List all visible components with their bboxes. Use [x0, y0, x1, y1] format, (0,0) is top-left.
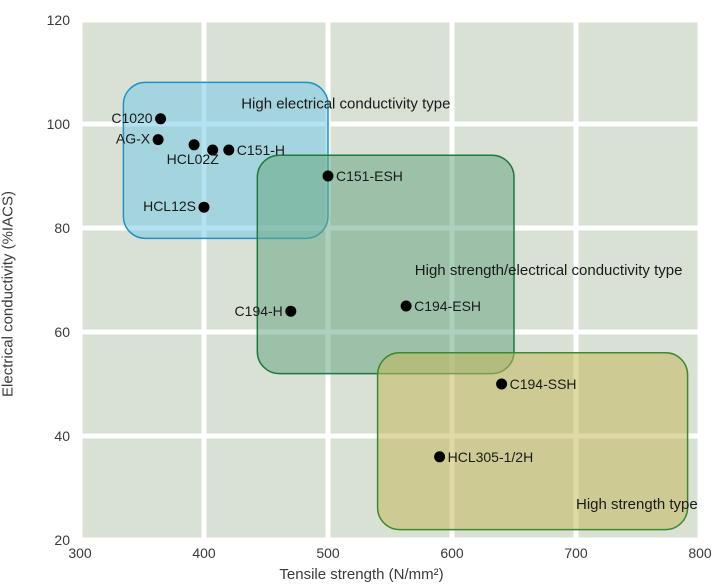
- point-C194-ESH: [401, 301, 412, 312]
- point-C194-SSH: [496, 379, 507, 390]
- y-tick-40: 40: [54, 428, 70, 444]
- point-label-AG-X: AG-X: [116, 131, 151, 147]
- point-C151-ESH: [323, 171, 334, 182]
- point-label-HCL12S: HCL12S: [143, 198, 196, 214]
- point-C194-H: [285, 306, 296, 317]
- x-tick-400: 400: [192, 545, 216, 561]
- point-HCL305-1/2H: [434, 451, 445, 462]
- point-label-C1020: C1020: [111, 110, 152, 126]
- x-tick-500: 500: [316, 545, 340, 561]
- x-tick-700: 700: [564, 545, 588, 561]
- point-C151-H: [223, 145, 234, 156]
- point-AG-X: [153, 134, 164, 145]
- point-label-C151-H: C151-H: [237, 142, 285, 158]
- y-axis-title: Electrical conductivity (%IACS): [0, 191, 17, 397]
- x-tick-800: 800: [688, 545, 712, 561]
- x-tick-600: 600: [440, 545, 464, 561]
- y-tick-100: 100: [47, 116, 71, 132]
- point-label-C194-H: C194-H: [235, 303, 283, 319]
- region-label-high_conductivity: High electrical conductivity type: [241, 95, 450, 112]
- point-label-C194-SSH: C194-SSH: [510, 376, 577, 392]
- point-unlabeled: [189, 139, 200, 150]
- y-tick-120: 120: [47, 12, 71, 28]
- point-C1020: [155, 113, 166, 124]
- point-label-C151-ESH: C151-ESH: [336, 168, 403, 184]
- scatter-chart: Electrical conductivity (%IACS) Tensile …: [0, 0, 723, 587]
- plot-area: C1020 AG-X HCL02Z C151-H C151-ESH HCL12S C194-…: [80, 20, 700, 540]
- y-tick-60: 60: [54, 324, 70, 340]
- x-axis-title: Tensile strength (N/mm²): [0, 566, 723, 583]
- x-tick-300: 300: [68, 545, 92, 561]
- point-label-HCL02Z: HCL02Z: [167, 151, 220, 167]
- point-label-C194-ESH: C194-ESH: [414, 298, 481, 314]
- y-tick-80: 80: [54, 220, 70, 236]
- y-tick-20: 20: [54, 532, 70, 548]
- point-label-HCL305-1/2H: HCL305-1/2H: [448, 449, 534, 465]
- region-label-high_strength: High strength type: [576, 496, 698, 513]
- region-label-high_strength_conductivity: High strength/electrical conductivity ty…: [415, 262, 683, 279]
- point-HCL12S: [199, 202, 210, 213]
